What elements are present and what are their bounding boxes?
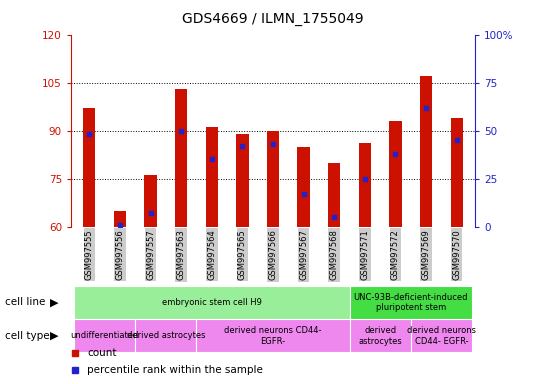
Text: embryonic stem cell H9: embryonic stem cell H9 — [162, 298, 262, 307]
Text: GSM997568: GSM997568 — [330, 230, 339, 280]
Text: GSM997566: GSM997566 — [269, 230, 277, 280]
Text: GSM997569: GSM997569 — [422, 230, 431, 280]
Bar — [328, 162, 340, 227]
Bar — [83, 108, 96, 227]
Text: UNC-93B-deficient-induced
pluripotent stem: UNC-93B-deficient-induced pluripotent st… — [353, 293, 468, 312]
Bar — [389, 121, 401, 227]
Bar — [74, 319, 135, 352]
Bar — [298, 147, 310, 227]
Bar — [197, 319, 349, 352]
Bar — [74, 286, 349, 319]
Text: derived neurons
CD44- EGFR-: derived neurons CD44- EGFR- — [407, 326, 476, 346]
Text: GSM997555: GSM997555 — [85, 230, 94, 280]
Bar — [236, 134, 248, 227]
Text: GSM997565: GSM997565 — [238, 230, 247, 280]
Text: percentile rank within the sample: percentile rank within the sample — [87, 366, 263, 376]
Text: derived astrocytes: derived astrocytes — [127, 331, 205, 340]
Bar — [450, 118, 463, 227]
Text: GSM997563: GSM997563 — [177, 230, 186, 280]
Text: ▶: ▶ — [50, 331, 59, 341]
Text: GSM997567: GSM997567 — [299, 230, 308, 280]
Bar — [420, 76, 432, 227]
Text: GSM997571: GSM997571 — [360, 230, 369, 280]
Bar — [349, 319, 411, 352]
Text: GSM997572: GSM997572 — [391, 230, 400, 280]
Text: cell line: cell line — [5, 297, 46, 308]
Bar — [267, 131, 279, 227]
Text: cell type: cell type — [5, 331, 50, 341]
Text: derived neurons CD44-
EGFR-: derived neurons CD44- EGFR- — [224, 326, 322, 346]
Text: ▶: ▶ — [50, 297, 59, 308]
Text: GSM997570: GSM997570 — [452, 230, 461, 280]
Text: undifferentiated: undifferentiated — [70, 331, 139, 340]
Text: GSM997564: GSM997564 — [207, 230, 216, 280]
Text: GSM997557: GSM997557 — [146, 230, 155, 280]
Bar — [359, 143, 371, 227]
Text: derived
astrocytes: derived astrocytes — [358, 326, 402, 346]
Bar — [349, 286, 472, 319]
Bar — [175, 89, 187, 227]
Text: GDS4669 / ILMN_1755049: GDS4669 / ILMN_1755049 — [182, 12, 364, 25]
Text: GSM997556: GSM997556 — [115, 230, 124, 280]
Bar — [145, 175, 157, 227]
Bar — [114, 210, 126, 227]
Bar — [206, 127, 218, 227]
Bar — [135, 319, 197, 352]
Text: count: count — [87, 348, 117, 358]
Bar — [411, 319, 472, 352]
